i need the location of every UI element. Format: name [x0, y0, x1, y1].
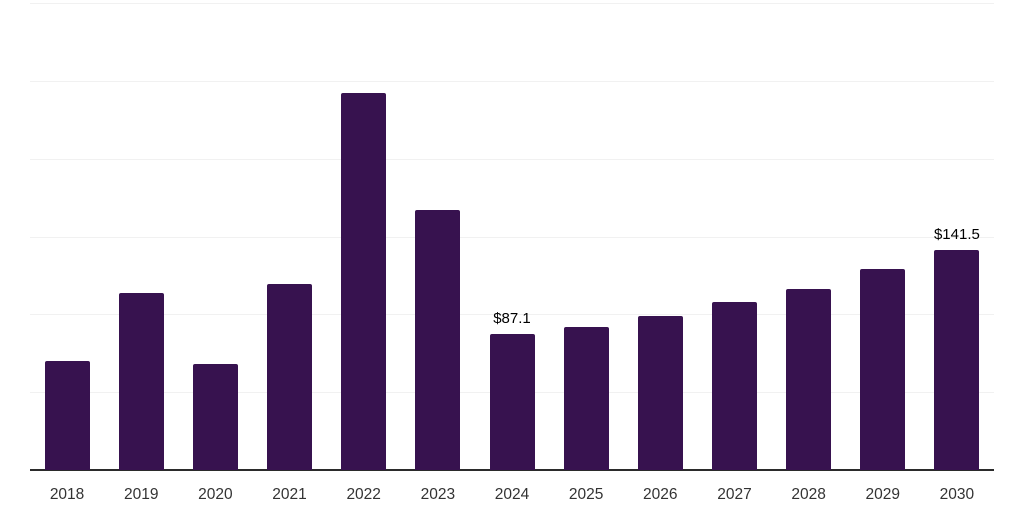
bar-2024 — [489, 334, 535, 470]
x-tick-2026: 2026 — [643, 486, 678, 503]
gridline-200 — [30, 158, 994, 160]
bar-2022 — [341, 92, 387, 470]
bar-2020 — [192, 363, 238, 470]
x-tick-2023: 2023 — [420, 486, 456, 503]
x-tick-2021: 2021 — [272, 486, 307, 503]
bar-2025 — [563, 326, 609, 470]
x-tick-2020: 2020 — [198, 486, 233, 503]
x-axis-line — [30, 469, 994, 471]
gridline-150 — [30, 236, 994, 238]
bar-2028 — [786, 288, 832, 470]
bar-2026 — [637, 315, 683, 470]
bar-2018 — [44, 360, 90, 470]
data-label-2024: $87.1 — [493, 310, 531, 328]
bar-2021 — [267, 283, 313, 470]
bar-2027 — [711, 301, 757, 470]
x-tick-2027: 2027 — [717, 486, 752, 503]
x-tick-2030: 2030 — [939, 486, 975, 503]
bar-2019 — [118, 292, 164, 470]
bar-2023 — [415, 209, 461, 470]
x-tick-2028: 2028 — [791, 486, 826, 503]
x-tick-2025: 2025 — [568, 486, 604, 503]
x-tick-2022: 2022 — [346, 486, 381, 503]
gridline-250 — [30, 80, 994, 82]
bar-2030 — [934, 249, 980, 470]
gridline-100 — [30, 314, 994, 316]
bar-2029 — [860, 268, 906, 470]
data-label-2030: $141.5 — [933, 225, 980, 243]
x-tick-2018: 2018 — [49, 486, 85, 503]
x-tick-2019: 2019 — [123, 486, 159, 503]
gridline-300 — [30, 3, 994, 4]
x-tick-2029: 2029 — [865, 486, 900, 503]
x-tick-2024: 2024 — [494, 486, 530, 503]
